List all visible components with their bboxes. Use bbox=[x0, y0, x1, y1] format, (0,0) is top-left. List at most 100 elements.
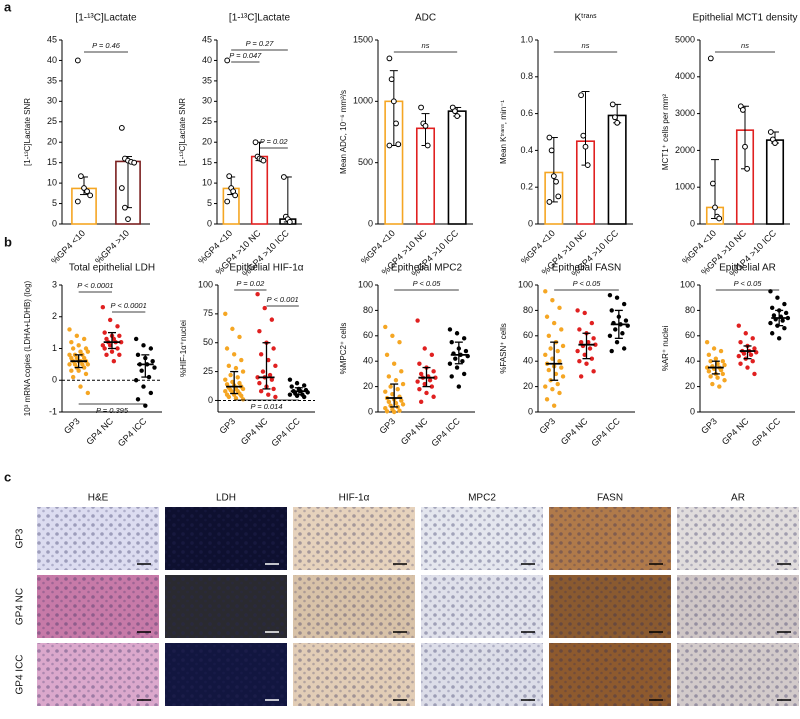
data-point bbox=[415, 379, 420, 384]
data-point bbox=[78, 173, 84, 180]
y-tick-label: 3 bbox=[52, 279, 57, 289]
data-point bbox=[289, 384, 294, 389]
data-point bbox=[620, 331, 625, 336]
y-tick-label: 1500 bbox=[353, 34, 373, 44]
y-tick-label: 10 bbox=[202, 177, 212, 187]
y-tick-label: 45 bbox=[202, 34, 212, 44]
data-point bbox=[294, 380, 300, 386]
bar bbox=[447, 110, 467, 225]
data-point bbox=[391, 409, 397, 415]
data-point bbox=[280, 174, 287, 180]
y-tick-label: 100 bbox=[518, 279, 533, 289]
data-point bbox=[85, 390, 91, 396]
data-point bbox=[548, 147, 555, 154]
data-point bbox=[704, 365, 710, 370]
data-point bbox=[578, 374, 584, 379]
data-point bbox=[67, 327, 72, 332]
data-point bbox=[782, 301, 787, 307]
data-point bbox=[393, 120, 399, 127]
y-tick-label: 80 bbox=[363, 305, 373, 315]
y-axis-label: [1-¹³C]Lactate SNR bbox=[23, 98, 32, 166]
data-point bbox=[546, 199, 553, 205]
annotation: P < 0.05 bbox=[573, 279, 602, 288]
data-point bbox=[287, 392, 293, 397]
data-point bbox=[612, 114, 618, 121]
data-point bbox=[148, 346, 154, 351]
data-point bbox=[109, 349, 115, 354]
data-point bbox=[555, 348, 560, 354]
data-point bbox=[258, 389, 264, 394]
data-point bbox=[580, 132, 587, 139]
y-tick-label: 20 bbox=[202, 137, 212, 147]
data-point bbox=[770, 305, 775, 311]
y-tick-label: 1000 bbox=[353, 96, 373, 106]
data-point bbox=[577, 327, 582, 332]
data-point bbox=[266, 357, 271, 363]
y-axis-label: Mean Kᵗʳᵃⁿˢ, min⁻¹ bbox=[499, 100, 508, 164]
data-point bbox=[548, 346, 553, 351]
data-point bbox=[111, 359, 117, 364]
data-point bbox=[768, 320, 773, 326]
data-point bbox=[621, 301, 627, 307]
data-point bbox=[454, 365, 460, 370]
data-point bbox=[578, 92, 584, 99]
y-tick-label: 2000 bbox=[675, 145, 695, 155]
data-point bbox=[266, 392, 271, 397]
y-tick-label: 60 bbox=[523, 330, 533, 340]
data-point bbox=[231, 352, 237, 357]
x-tick-label: GP4 ICC bbox=[589, 416, 622, 449]
x-tick-label: GP4 NC bbox=[720, 416, 751, 447]
data-point bbox=[738, 361, 743, 366]
micrograph-texture bbox=[677, 575, 799, 638]
data-point bbox=[776, 336, 782, 341]
data-point bbox=[118, 125, 125, 131]
data-point bbox=[224, 346, 230, 351]
data-point bbox=[397, 339, 402, 345]
data-point bbox=[393, 400, 399, 406]
data-point bbox=[273, 394, 278, 400]
data-point bbox=[262, 305, 267, 311]
data-point bbox=[267, 372, 273, 378]
annotation: P = 0.02 bbox=[236, 279, 265, 288]
x-tick-label: %GP4 >10 bbox=[93, 228, 131, 266]
data-point bbox=[223, 389, 228, 394]
y-tick-label: 20 bbox=[47, 137, 57, 147]
data-point bbox=[557, 359, 562, 364]
y-tick-label: 0.6 bbox=[520, 108, 533, 118]
y-tick-label: 2 bbox=[52, 311, 57, 321]
data-point bbox=[429, 352, 435, 358]
y-tick-label: 0 bbox=[528, 406, 533, 416]
row-label: GP4 NC bbox=[15, 588, 26, 625]
bar bbox=[607, 114, 627, 225]
data-point bbox=[258, 352, 264, 357]
data-point bbox=[742, 143, 748, 150]
chart-title: Epithelial MCT1 density bbox=[692, 13, 797, 24]
data-point bbox=[224, 198, 231, 205]
y-tick-label: 40 bbox=[363, 356, 373, 366]
x-tick-label: GP4 ICC bbox=[269, 416, 302, 449]
data-point bbox=[239, 357, 244, 363]
data-point bbox=[591, 336, 596, 341]
data-point bbox=[587, 346, 593, 351]
data-point bbox=[143, 403, 148, 408]
data-point bbox=[76, 343, 81, 348]
data-point bbox=[85, 362, 91, 367]
data-point bbox=[72, 362, 78, 367]
data-point bbox=[74, 355, 80, 361]
data-point bbox=[586, 339, 591, 345]
y-tick-label: 0 bbox=[528, 218, 533, 228]
y-tick-label: 0 bbox=[690, 406, 695, 416]
micrograph-texture bbox=[677, 507, 799, 570]
data-point bbox=[543, 289, 548, 294]
y-tick-label: 35 bbox=[47, 75, 57, 85]
annotation: ns bbox=[582, 41, 590, 50]
data-point bbox=[452, 108, 458, 115]
data-point bbox=[67, 362, 72, 367]
y-tick-label: 100 bbox=[198, 279, 213, 289]
data-point bbox=[543, 352, 548, 358]
x-tick-label: GP4 NC bbox=[559, 416, 590, 447]
data-point bbox=[744, 165, 750, 172]
data-point bbox=[141, 343, 146, 348]
data-point bbox=[418, 371, 424, 377]
annotation: P = 0.395 bbox=[96, 406, 129, 415]
